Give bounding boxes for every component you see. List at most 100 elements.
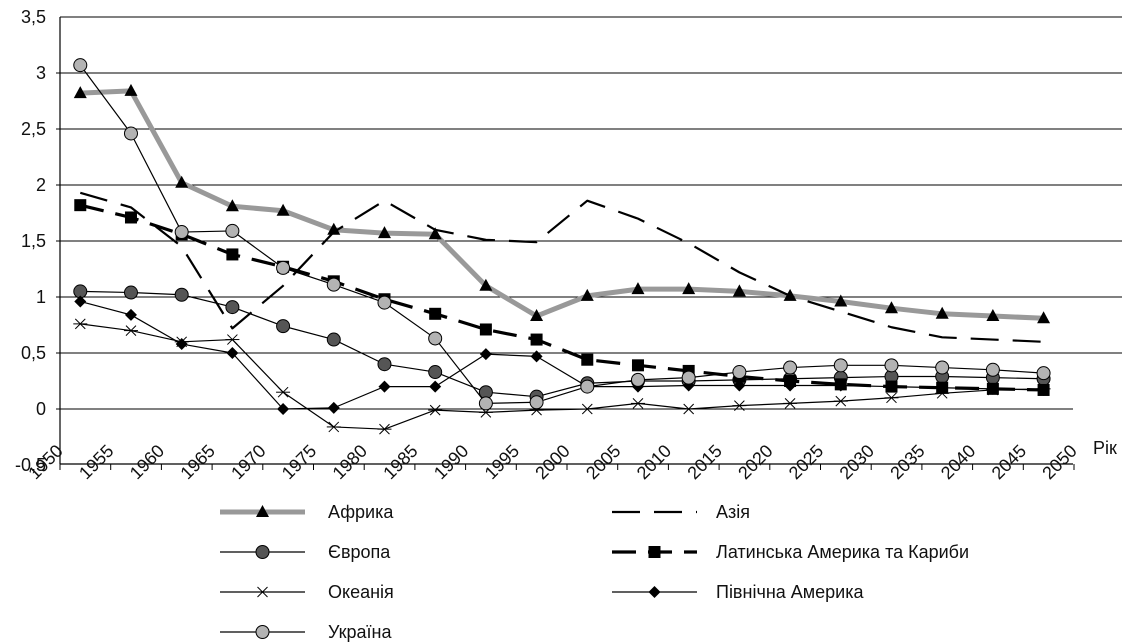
- x-tick-label: 1985: [379, 441, 421, 483]
- gridlines: [60, 16, 1122, 354]
- data-point: [681, 370, 696, 385]
- data-point: [529, 395, 544, 410]
- data-point: [580, 288, 594, 301]
- legend-item: Азія: [612, 502, 750, 522]
- data-point: [935, 360, 950, 375]
- series-line: [73, 58, 1051, 411]
- x-tick-label: 1970: [227, 441, 269, 483]
- data-point: [225, 334, 240, 345]
- data-point: [326, 421, 341, 433]
- data-point: [682, 282, 696, 295]
- data-point: [73, 58, 88, 73]
- data-point: [732, 400, 747, 411]
- data-point: [124, 83, 138, 96]
- x-tick-label: 2020: [734, 441, 776, 483]
- data-point: [428, 404, 443, 416]
- data-point: [277, 403, 290, 415]
- data-point: [630, 398, 645, 409]
- data-point: [884, 392, 899, 404]
- data-point: [225, 300, 240, 315]
- data-point: [174, 225, 189, 240]
- series-group: [73, 58, 1051, 435]
- data-point: [326, 332, 341, 347]
- data-point: [377, 295, 392, 310]
- data-point: [377, 357, 392, 372]
- data-point: [124, 308, 137, 321]
- x-tick-label: 2005: [582, 441, 624, 483]
- data-point: [255, 545, 270, 559]
- y-tick-label: 1,5: [21, 231, 46, 251]
- data-point: [276, 203, 290, 216]
- data-point: [580, 379, 595, 394]
- data-point: [732, 365, 747, 380]
- data-point: [377, 226, 391, 239]
- y-tick-label: 0: [36, 399, 46, 419]
- x-tick-label: 2040: [937, 441, 979, 483]
- x-tick-label: 2000: [531, 441, 573, 483]
- legend-label: Європа: [328, 542, 391, 562]
- data-point: [648, 586, 661, 598]
- data-point: [732, 284, 746, 297]
- series-path: [80, 88, 1044, 321]
- series-path: [79, 191, 1044, 343]
- series-path: [79, 64, 1044, 404]
- data-point: [986, 309, 1000, 322]
- series-line: [79, 191, 1044, 343]
- x-axis-label: Рік: [1093, 438, 1117, 458]
- y-tick-label: 1: [36, 287, 46, 307]
- data-point: [630, 372, 645, 387]
- data-point: [74, 295, 87, 308]
- legend-label: Африка: [328, 502, 394, 522]
- series-path: [80, 290, 1044, 398]
- legend-item: Північна Америка: [612, 582, 864, 602]
- x-tick-label: 1965: [176, 441, 218, 483]
- data-point: [225, 199, 239, 212]
- data-point: [74, 199, 87, 212]
- data-point: [428, 365, 443, 380]
- x-tick-label: 1955: [75, 441, 117, 483]
- data-point: [834, 294, 848, 307]
- data-point: [428, 331, 443, 346]
- x-tick-label: 2010: [633, 441, 675, 483]
- x-tick-label: 1960: [126, 441, 168, 483]
- data-point: [276, 319, 291, 334]
- data-point: [377, 423, 392, 435]
- x-tick-label: 2030: [836, 441, 878, 483]
- data-point: [378, 380, 391, 393]
- data-point: [530, 333, 543, 346]
- data-point: [530, 350, 543, 363]
- y-tick-label: 3: [36, 63, 46, 83]
- data-point: [479, 348, 492, 361]
- data-point: [327, 222, 341, 235]
- data-point: [783, 360, 798, 375]
- data-point: [276, 260, 291, 275]
- data-point: [631, 282, 645, 295]
- data-point: [885, 380, 898, 393]
- legend-label: Україна: [328, 622, 392, 642]
- data-point: [175, 338, 188, 351]
- data-point: [834, 379, 847, 392]
- data-point: [225, 223, 240, 238]
- legend-label: Океанія: [328, 582, 394, 602]
- data-point: [833, 358, 848, 373]
- data-point: [936, 381, 949, 394]
- data-point: [580, 403, 595, 415]
- data-point: [124, 211, 137, 224]
- data-point: [327, 401, 340, 414]
- data-point: [479, 278, 493, 291]
- data-point: [681, 403, 696, 415]
- series-path: [80, 323, 1044, 430]
- data-point: [255, 625, 270, 639]
- legend-item: Європа: [220, 542, 391, 562]
- legend-item: Україна: [220, 622, 392, 642]
- legend-item: Океанія: [220, 582, 394, 602]
- data-point: [783, 398, 798, 409]
- data-point: [631, 359, 644, 372]
- data-point: [479, 323, 492, 336]
- data-point: [648, 546, 661, 558]
- data-point: [255, 586, 270, 598]
- legend-item: Африка: [220, 502, 394, 522]
- legend-label: Азія: [716, 502, 750, 522]
- data-point: [884, 301, 898, 314]
- y-tick-label: -0,5: [15, 455, 46, 475]
